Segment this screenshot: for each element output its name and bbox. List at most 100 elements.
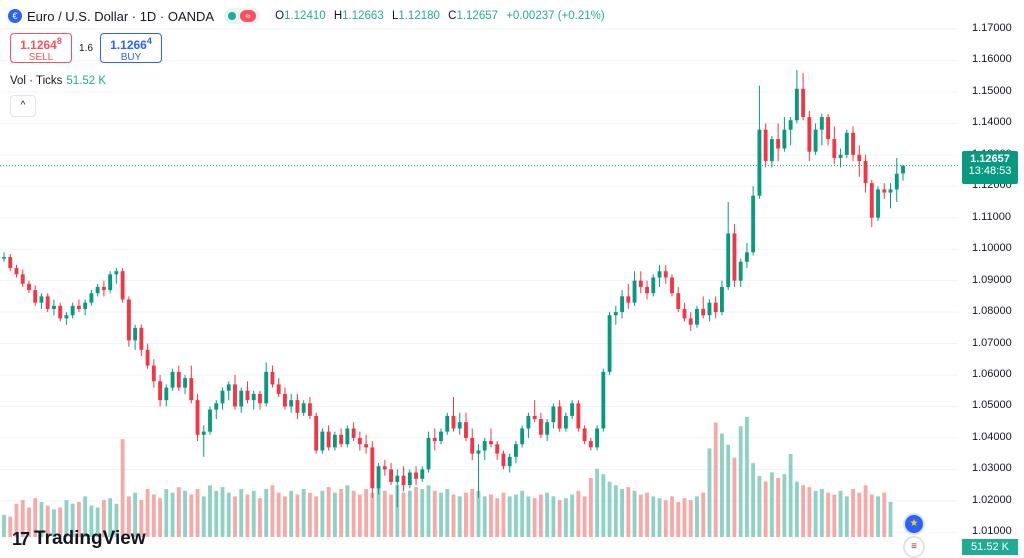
tradingview-logo[interactable]: 17 TradingView — [12, 528, 146, 550]
candle-body — [301, 403, 306, 413]
candle — [501, 450, 506, 470]
price-tick-label: 1.04000 — [972, 430, 1012, 443]
candle — [189, 365, 194, 404]
candle-body — [432, 437, 437, 442]
candle — [744, 242, 749, 269]
candle — [101, 280, 106, 297]
volume-bar — [501, 492, 506, 537]
euro-flag-icon[interactable]: ★ — [903, 513, 925, 535]
price-tick-label: 1.11000 — [972, 210, 1011, 223]
candle-body — [258, 393, 262, 404]
candle-body — [357, 437, 362, 445]
candle — [451, 397, 456, 432]
candle — [357, 431, 362, 451]
candle-body — [120, 271, 125, 300]
candle — [613, 305, 618, 325]
candle-body — [545, 422, 550, 435]
candle-body — [832, 139, 837, 158]
candle-body — [901, 165, 905, 174]
volume-bar — [20, 500, 25, 537]
price-tick-label: 1.05000 — [972, 399, 1012, 412]
candle-body — [183, 378, 187, 388]
volume-bar — [470, 489, 475, 537]
candle-body — [95, 286, 100, 294]
candle — [170, 368, 175, 391]
candle — [108, 271, 113, 294]
buy-button[interactable]: 1.12664 BUY — [100, 33, 162, 63]
candle-body — [345, 428, 350, 445]
candle — [832, 126, 837, 165]
candle-body — [151, 365, 156, 382]
volume-bar — [532, 498, 537, 537]
candle-body — [713, 302, 718, 313]
volume-bar — [601, 474, 606, 537]
candle-body — [251, 393, 256, 401]
candle — [289, 393, 294, 413]
candle-body — [645, 286, 649, 294]
market-open-dot-icon — [228, 12, 237, 20]
candle-body — [701, 308, 706, 316]
candle-body — [707, 302, 712, 316]
candle — [782, 117, 787, 152]
low-label: L — [391, 10, 399, 22]
volume-bar — [507, 496, 512, 537]
us-flag-icon[interactable]: ≡ — [903, 536, 925, 558]
candle — [70, 302, 75, 319]
candle — [464, 412, 468, 442]
candle — [576, 400, 581, 432]
candle — [763, 123, 768, 168]
candle — [851, 126, 855, 162]
change-value: +0.00237 (+0.21%) — [506, 10, 605, 22]
volume-legend[interactable]: Vol · Ticks 51.52 K — [10, 75, 106, 87]
volume-bar — [657, 498, 662, 537]
candle — [158, 375, 163, 407]
candle-body — [632, 280, 637, 303]
candle — [176, 365, 181, 391]
candle-body — [863, 161, 868, 184]
candle-body — [595, 428, 600, 448]
candle — [14, 264, 19, 278]
candle-body — [894, 173, 899, 190]
volume-bar — [744, 417, 749, 537]
volume-bar — [570, 494, 575, 537]
candle-body — [788, 120, 793, 130]
buy-label: BUY — [120, 52, 142, 63]
volume-bar — [345, 485, 350, 537]
candle-body — [551, 406, 556, 423]
candle-body — [239, 390, 244, 407]
candle — [726, 202, 731, 291]
sell-label: SELL — [28, 52, 54, 63]
candle-body — [276, 384, 281, 394]
candle-body — [414, 472, 418, 479]
candle — [27, 280, 31, 294]
candle-body — [314, 415, 319, 451]
sell-button[interactable]: 1.12648 SELL — [10, 33, 72, 63]
candle — [769, 135, 774, 168]
volume-bar — [857, 492, 862, 537]
candle-body — [445, 415, 450, 432]
volume-bar — [826, 492, 831, 537]
candle-body — [819, 117, 824, 130]
candle-body — [588, 441, 593, 448]
volume-bar — [813, 490, 818, 537]
volume-bar — [283, 496, 287, 537]
volume-bar — [45, 505, 50, 537]
volume-bar — [632, 490, 637, 537]
volume-bar — [120, 439, 125, 537]
candle — [95, 283, 100, 297]
volume-bar — [332, 492, 337, 537]
candle-body — [389, 469, 394, 482]
symbol-title[interactable]: Euro / U.S. Dollar · 1D · OANDA — [27, 8, 215, 24]
candle — [307, 397, 312, 420]
candle — [389, 463, 394, 486]
volume-bar — [738, 426, 743, 537]
collapse-legend-button[interactable]: ^ — [10, 95, 36, 117]
price-axis[interactable] — [958, 0, 1024, 530]
candle-body — [763, 129, 768, 162]
market-status[interactable]: ≈ — [224, 8, 261, 24]
candlestick-chart[interactable] — [0, 0, 958, 558]
candle-body — [657, 271, 662, 278]
volume-bar — [588, 477, 593, 537]
candle — [58, 302, 63, 322]
candle — [520, 425, 525, 448]
